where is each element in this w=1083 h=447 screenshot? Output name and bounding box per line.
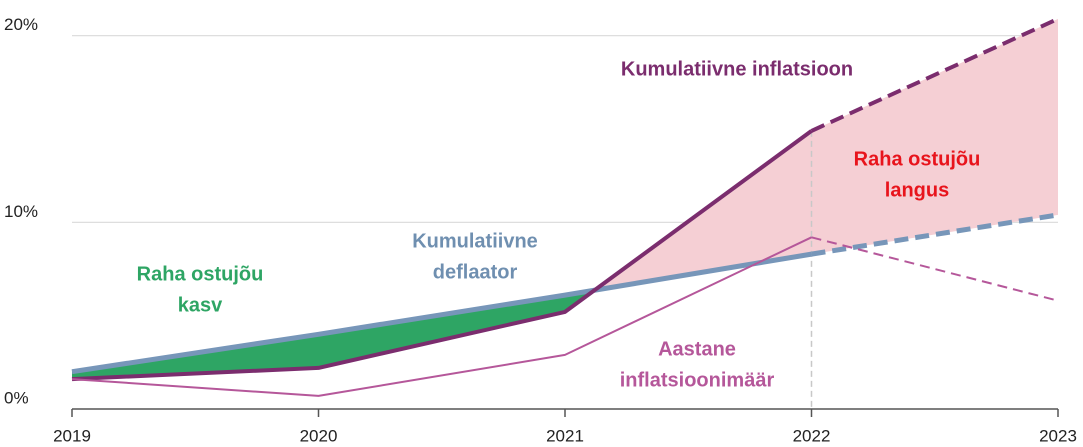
x-tick-label: 2022 [793,426,831,445]
annotation: Raha ostujõu [854,148,981,170]
x-tick-label: 2019 [53,426,91,445]
projection-line-series [810,17,1059,133]
annotation: inflatsioonimäär [620,369,775,391]
loss-area [594,18,1058,291]
series-line [71,236,812,397]
y-tick-label: 10% [4,202,38,221]
y-tick-label: 0% [4,388,29,407]
annotation: kasv [178,294,223,316]
projection-line-series [811,236,1059,302]
annotation: Kumulatiivne [412,230,538,252]
x-tick-label: 2020 [300,426,338,445]
annotation: Raha ostujõu [137,263,264,285]
series-line [71,129,813,382]
x-tick-label: 2021 [546,426,584,445]
annotation: Aastane [658,338,736,360]
series-line [71,251,812,375]
x-tick-label: 2023 [1039,426,1077,445]
y-tick-label: 20% [4,15,38,34]
annotation: deflaator [433,261,518,283]
annotation: Kumulatiivne inflatsioon [621,58,853,80]
annotation: langus [885,179,949,201]
